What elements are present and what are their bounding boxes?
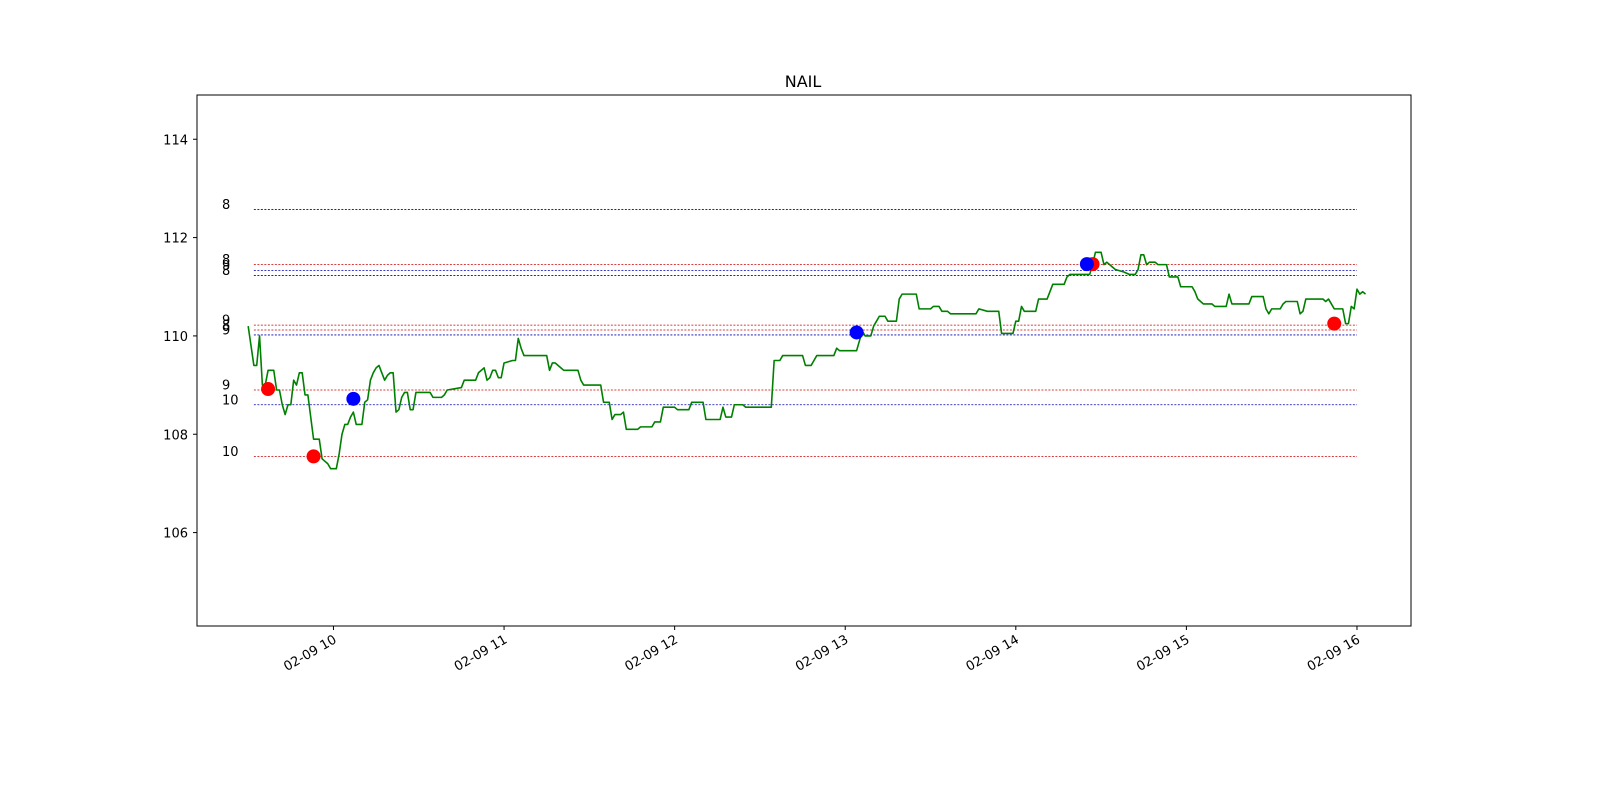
markers-layer: [261, 257, 1342, 464]
level-label: 10: [222, 445, 239, 460]
signal-marker: [849, 325, 864, 340]
price-line: [247, 251, 1367, 470]
line-layer: [247, 251, 1367, 470]
level-label: 8: [222, 319, 230, 334]
level-label: 8: [222, 253, 230, 268]
x-axis: 02-09 10 02-09 11 02-09 12 02-09 13 02-09 14…: [281, 626, 1363, 675]
level-label: 9: [222, 323, 230, 338]
level-label: 9: [222, 259, 230, 274]
signal-marker: [261, 382, 276, 397]
y-tick-label: 108: [163, 428, 188, 443]
signal-marker: [1079, 257, 1094, 272]
x-tick-label: 02-09 14: [964, 632, 1022, 674]
y-tick-label: 112: [163, 232, 188, 247]
level-label: 8: [222, 264, 230, 279]
level-label: 8: [222, 198, 230, 213]
y-axis: 106 108 110 112 114: [163, 133, 197, 542]
y-tick-label: 106: [163, 527, 188, 542]
x-tick-label: 02-09 11: [452, 632, 510, 674]
x-tick-label: 02-09 12: [623, 632, 681, 674]
chart-title: NAIL: [785, 72, 822, 91]
y-tick-label: 110: [163, 330, 188, 345]
level-label: 9: [222, 379, 230, 394]
signal-marker: [306, 449, 321, 464]
signal-marker: [1327, 316, 1342, 331]
level-label: 10: [222, 393, 239, 408]
x-tick-label: 02-09 16: [1305, 632, 1363, 674]
y-tick-label: 114: [163, 133, 188, 148]
x-tick-label: 02-09 10: [281, 632, 339, 674]
level-label: 9: [222, 314, 230, 329]
signal-marker: [346, 391, 361, 406]
x-tick-label: 02-09 13: [793, 632, 851, 674]
x-tick-label: 02-09 15: [1134, 632, 1192, 674]
plot-frame: [196, 94, 1412, 627]
